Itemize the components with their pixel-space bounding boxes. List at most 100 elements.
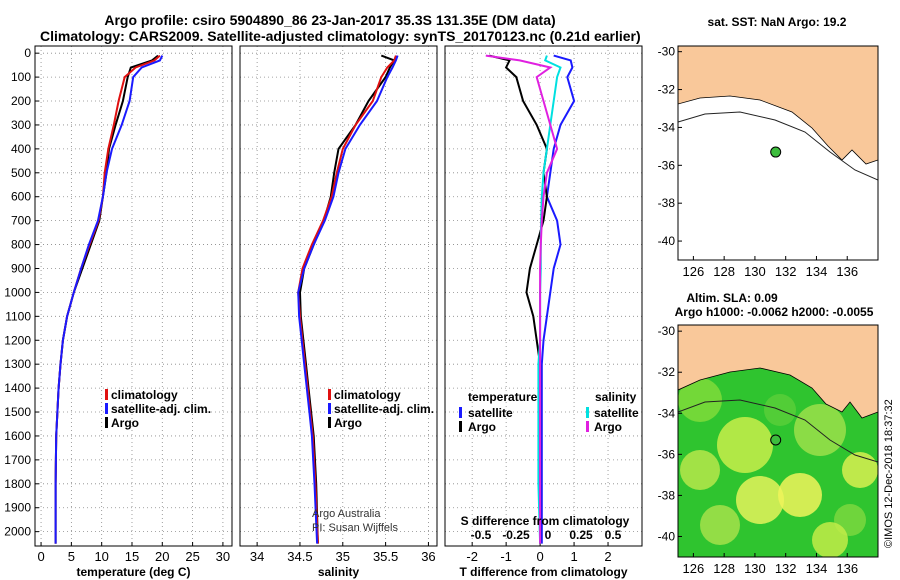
map-y-tick-label: -40	[658, 529, 676, 543]
x-tick-label: 2	[604, 549, 611, 564]
y-tick-label: 1500	[4, 405, 31, 419]
y-tick-label: 100	[11, 70, 31, 84]
legend-swatch	[459, 421, 462, 432]
series-line-satellite-adj-clim-	[297, 55, 399, 544]
legend-label: satellite	[594, 406, 639, 420]
map-y-tick-label: -38	[658, 196, 676, 210]
x-axis-label: T difference from climatology	[459, 565, 627, 579]
s-tick-label: 0	[545, 528, 552, 542]
profile-location-marker	[770, 146, 782, 158]
map-x-tick-label: 132	[775, 561, 797, 576]
panel-difference: -2 -1 0 1 2T difference from climatology temp…	[444, 45, 643, 579]
map-x-tick-label: 126	[683, 561, 705, 576]
x-tick-label: 5	[68, 549, 75, 564]
credit-label: ©IMOS 12-Dec-2018 18:37:32	[883, 399, 895, 548]
y-tick-label: 1100	[5, 309, 31, 323]
sla-anomaly-patch	[736, 476, 784, 524]
legend-swatch	[328, 389, 331, 400]
annotation-source: Argo Australia	[312, 508, 381, 520]
y-tick-label: 900	[11, 261, 31, 275]
axes-frame	[239, 45, 438, 547]
legend-swatch	[586, 407, 589, 418]
map-x-tick-label: 134	[806, 561, 828, 576]
x-axis-label: temperature (deg C)	[76, 565, 190, 579]
x-tick-label: 25	[185, 549, 199, 564]
map-x-tick-label: 128	[713, 561, 735, 576]
chart-subtitle: Climatology: CARS2009. Satellite-adjuste…	[40, 28, 641, 44]
map-y-tick-label: -32	[658, 83, 676, 97]
map-x-tick-label: 136	[836, 561, 858, 576]
sla-anomaly-patch	[812, 522, 848, 557]
s-tick-label: -0.5	[471, 528, 492, 542]
legend-swatch	[105, 389, 108, 400]
y-tick-label: 700	[11, 214, 31, 228]
y-tick-label: 1900	[4, 501, 31, 515]
x-tick-label: 1	[570, 549, 577, 564]
map-x-tick-label: 128	[713, 264, 735, 279]
sla-anomaly-patch	[778, 473, 822, 517]
y-tick-label: 1600	[4, 429, 31, 443]
series-line-t-satellite	[540, 54, 576, 544]
map-y-tick-label: -34	[658, 406, 676, 420]
y-tick-label: 400	[11, 142, 31, 156]
x-tick-label: 34.5	[287, 549, 312, 564]
x-axis-label: salinity	[318, 565, 360, 579]
axes-frame	[444, 45, 643, 547]
annotation-pi: PI: Susan Wijffels	[312, 522, 398, 534]
legend-swatch	[459, 407, 462, 418]
axes-frame	[34, 45, 233, 547]
map-sla_map: 126 128 130 132 134 136 -30 -32 -34 -36 -38 -40 Alti…	[658, 291, 879, 576]
x-tick-label: 10	[94, 549, 108, 564]
x-tick-label: -1	[500, 549, 512, 564]
map-y-tick-label: -30	[658, 45, 676, 59]
map-x-tick-label: 130	[744, 264, 766, 279]
s-tick-label: 0.25	[569, 528, 593, 542]
y-tick-label: 1200	[4, 333, 31, 347]
legend-label: Argo	[111, 416, 139, 430]
x-tick-label: 20	[155, 549, 169, 564]
legend-label: climatology	[334, 388, 401, 402]
y-tick-label: 1400	[4, 381, 31, 395]
map-body	[678, 46, 878, 181]
sla-anomaly-patch	[680, 450, 720, 490]
x-tick-label: 0	[37, 549, 44, 564]
legend-title-salinity: salinity	[595, 390, 637, 404]
x-tick-label: 15	[125, 549, 139, 564]
map-y-tick-label: -32	[658, 365, 676, 379]
map-sst_map: 126 128 130 132 134 136 -30 -32 -34 -36 -38 -40 sat.…	[658, 15, 879, 279]
sla-anomaly-patch	[794, 404, 846, 456]
legend-label: satellite	[468, 406, 513, 420]
y-tick-label: 1700	[4, 453, 31, 467]
y-tick-label: 1300	[4, 357, 31, 371]
panel-salinity: 34 34.5 35 35.5 36 salinity climatologysatelli…	[239, 45, 438, 579]
y-tick-label: 600	[11, 190, 31, 204]
legend-swatch	[328, 403, 331, 414]
map-y-tick-label: -38	[658, 488, 676, 502]
x-tick-label: 0	[536, 549, 543, 564]
y-tick-label: 0	[24, 46, 31, 60]
sla-anomaly-patch	[842, 452, 878, 488]
legend-title-temperature: temperature	[468, 390, 538, 404]
y-tick-label: 800	[11, 238, 31, 252]
y-tick-label: 300	[11, 118, 31, 132]
map-x-tick-label: 136	[836, 264, 858, 279]
map-frame	[677, 45, 879, 261]
depth-contour	[678, 399, 878, 463]
legend-label: Argo	[594, 420, 622, 434]
chart-title: Argo profile: csiro 5904890_86 23-Jan-20…	[104, 12, 556, 28]
profile-location-marker	[770, 434, 782, 446]
map-subtitle: Argo h1000: -0.0062 h2000: -0.0055	[675, 305, 874, 319]
map-title: sat. SST: NaN Argo: 19.2	[708, 15, 847, 29]
legend-label: climatology	[111, 388, 178, 402]
map-title: Altim. SLA: 0.09	[686, 291, 778, 305]
legend-label: Argo	[334, 416, 362, 430]
secondary-axis-title: S difference from climatology	[461, 514, 630, 528]
y-tick-label: 500	[11, 166, 31, 180]
y-tick-label: 1800	[4, 477, 31, 491]
series-line-s-argo	[485, 54, 559, 544]
legend-swatch	[105, 417, 108, 428]
panel-temperature: 0100200300400500600700800900100011001200…	[4, 45, 233, 579]
map-x-tick-label: 126	[683, 264, 705, 279]
map-y-tick-label: -34	[658, 120, 676, 134]
